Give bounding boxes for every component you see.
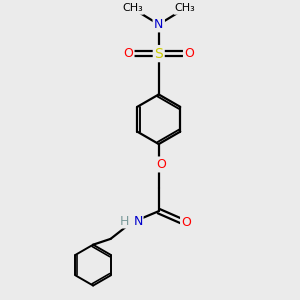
Text: O: O — [184, 47, 194, 60]
Text: O: O — [157, 158, 166, 171]
Text: N: N — [130, 215, 143, 228]
Text: CH₃: CH₃ — [122, 3, 143, 14]
Text: N: N — [154, 18, 164, 31]
Text: O: O — [123, 47, 133, 60]
Text: H: H — [120, 215, 130, 228]
Text: S: S — [154, 46, 163, 61]
Text: O: O — [182, 216, 191, 229]
Text: CH₃: CH₃ — [175, 3, 195, 14]
